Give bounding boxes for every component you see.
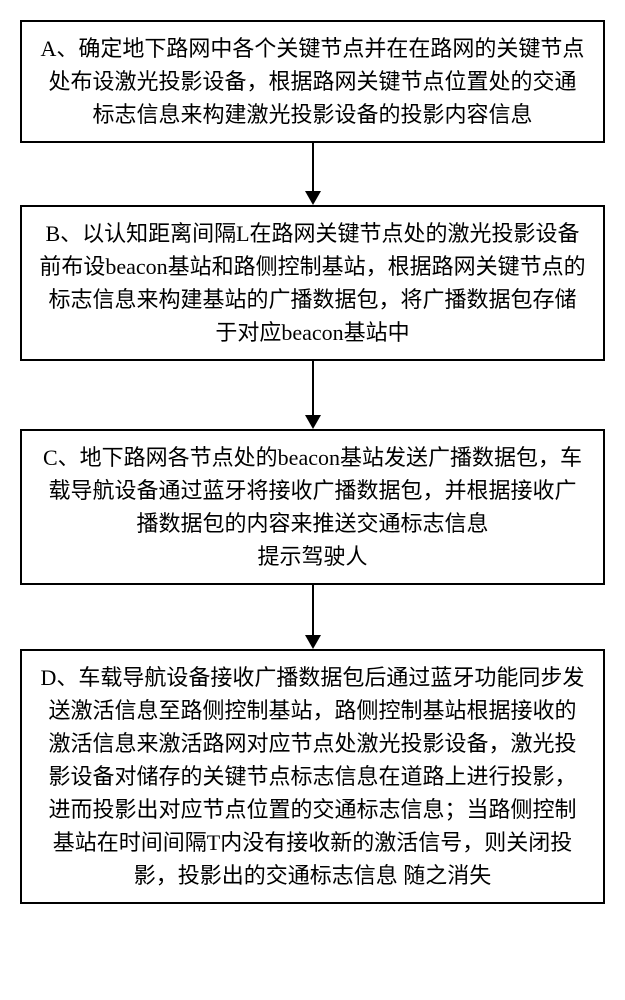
- flowchart-container: A、确定地下路网中各个关键节点并在在路网的关键节点处布设激光投影设备，根据路网关…: [20, 20, 605, 904]
- arrow-line: [312, 361, 314, 415]
- arrow-head-icon: [305, 191, 321, 205]
- arrow-B-to-C: [305, 361, 321, 429]
- flow-step-D: D、车载导航设备接收广播数据包后通过蓝牙功能同步发送激活信息至路侧控制基站，路侧…: [20, 649, 605, 904]
- arrow-head-icon: [305, 635, 321, 649]
- flow-step-C: C、地下路网各节点处的beacon基站发送广播数据包，车载导航设备通过蓝牙将接收…: [20, 429, 605, 585]
- flow-step-B: B、以认知距离间隔L在路网关键节点处的激光投影设备前布设beacon基站和路侧控…: [20, 205, 605, 361]
- arrow-C-to-D: [305, 585, 321, 649]
- arrow-A-to-B: [305, 143, 321, 205]
- arrow-line: [312, 585, 314, 635]
- flow-step-A: A、确定地下路网中各个关键节点并在在路网的关键节点处布设激光投影设备，根据路网关…: [20, 20, 605, 143]
- arrow-head-icon: [305, 415, 321, 429]
- arrow-line: [312, 143, 314, 191]
